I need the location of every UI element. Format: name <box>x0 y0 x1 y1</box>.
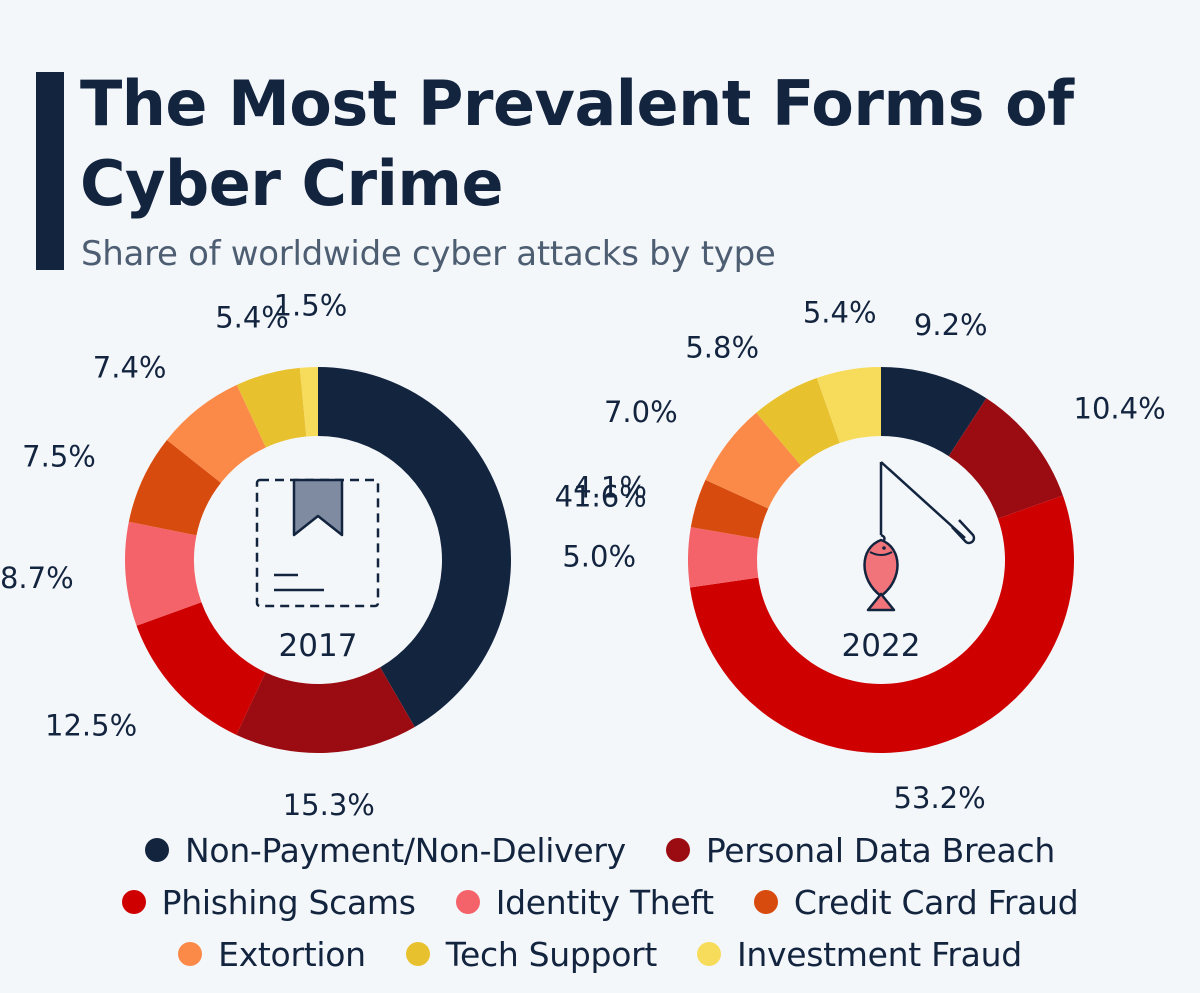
data-label-2017-credit-card-fraud: 7.5% <box>22 440 96 474</box>
legend-row: Phishing Scams Identity Theft Credit Car… <box>0 876 1200 928</box>
slice-2017-investment-fraud <box>299 367 318 437</box>
slice-2022-tech-support <box>756 377 840 466</box>
donut-2017: 41.6% 15.3% 12.5% 8.7% 7.5% 7.4% 5.4%1.5% <box>0 288 647 820</box>
data-label-2022-identity-theft: 5.0% <box>562 540 636 574</box>
slice-2017-extortion <box>166 384 266 483</box>
legend-label: Non-Payment/Non-Delivery <box>185 830 626 870</box>
legend-label: Phishing Scams <box>161 882 416 922</box>
legend-swatch <box>178 942 203 966</box>
slice-2017-tech-support <box>236 367 307 448</box>
legend-row: Extortion Tech Support Investment Fraud <box>0 928 1200 980</box>
fishing-rod-icon <box>863 461 976 612</box>
slice-2022-credit-card-fraud <box>690 479 769 539</box>
slice-2022-non-payment-non-delivery <box>881 367 987 457</box>
data-label-2022-non-payment-non-delivery: 9.2% <box>914 308 988 342</box>
donut-2022: 9.2% 10.4% 53.2% 5.0% 4.1% 7.0%5.8% 5.4% <box>562 296 1165 815</box>
bookmark-document-icon <box>255 478 380 608</box>
year-label-2017: 2017 <box>279 628 358 664</box>
data-label-2017-personal-data-breach: 15.3% <box>283 788 375 820</box>
data-label-2017-phishing-scams: 12.5% <box>45 708 137 742</box>
data-label-2022-phishing-scams: 53.2% <box>894 781 986 815</box>
legend-label: Tech Support <box>445 934 658 974</box>
legend-item-tech-support: Tech Support <box>405 934 658 974</box>
data-label-2022-credit-card-fraud: 4.1% <box>573 471 647 505</box>
donut-charts: 41.6%15.3%12.5%8.7%7.5%7.4%5.4%1.5% 9.2%… <box>0 288 1166 820</box>
data-label-2017-tech-support: 5.4% <box>215 300 289 334</box>
slice-2017-credit-card-fraud <box>128 439 221 536</box>
legend-label: Extortion <box>218 934 366 974</box>
legend-label: Credit Card Fraud <box>793 882 1079 922</box>
legend-label: Investment Fraud <box>737 934 1022 974</box>
data-label-2017-investment-fraud: 1.5% <box>274 288 348 322</box>
legend-swatch <box>455 890 480 914</box>
legend-label: Identity Theft <box>495 882 714 922</box>
legend-item-credit-card-fraud: Credit Card Fraud <box>753 882 1079 922</box>
legend-item-extortion: Extortion <box>178 935 366 974</box>
data-label-2022-personal-data-breach: 10.4% <box>1074 391 1166 425</box>
legend-item-investment-fraud: Investment Fraud <box>697 935 1022 974</box>
legend-row: Non-Payment/Non-Delivery Personal Data B… <box>0 824 1200 876</box>
legend-swatch <box>405 942 430 966</box>
legend-swatch <box>121 890 146 914</box>
data-label-2017-identity-theft: 8.7% <box>0 561 74 595</box>
legend-label: Personal Data Breach <box>705 830 1055 870</box>
slice-2022-personal-data-breach <box>948 398 1063 519</box>
legend-swatch <box>665 838 690 862</box>
slice-2022-phishing-scams <box>689 495 1075 754</box>
slice-2017-identity-theft <box>124 521 202 626</box>
legend-item-non-payment: Non-Payment/Non-Delivery <box>145 831 626 870</box>
legend-item-phishing-scams: Phishing Scams <box>121 882 416 922</box>
data-label-2022-investment-fraud: 5.4% <box>803 296 877 330</box>
slice-2017-personal-data-breach <box>236 667 415 753</box>
legend-swatch <box>697 942 721 966</box>
legend: Non-Payment/Non-Delivery Personal Data B… <box>0 824 1200 980</box>
slice-2022-investment-fraud <box>816 367 881 444</box>
chart-title: The Most Prevalent Forms of Cyber Crime <box>80 67 1074 220</box>
year-label-2022: 2022 <box>842 628 921 664</box>
legend-item-identity-theft: Identity Theft <box>455 882 714 922</box>
slice-2017-phishing-scams <box>136 602 266 735</box>
data-label-2022-tech-support: 5.8% <box>685 331 759 365</box>
data-label-2017-non-payment-non-delivery: 41.6% <box>555 479 647 513</box>
slice-2022-identity-theft <box>688 527 759 588</box>
slice-2022-extortion <box>705 412 801 509</box>
legend-swatch <box>753 890 778 914</box>
title-accent-bar <box>36 72 64 270</box>
legend-item-personal-data-breach: Personal Data Breach <box>665 830 1055 870</box>
data-label-2017-extortion: 7.4% <box>93 350 167 384</box>
legend-swatch <box>145 838 170 862</box>
chart-subtitle: Share of worldwide cyber attacks by type <box>81 234 776 274</box>
slice-2017-non-payment-non-delivery <box>318 367 511 727</box>
data-label-2022-extortion: 7.0% <box>604 395 678 429</box>
